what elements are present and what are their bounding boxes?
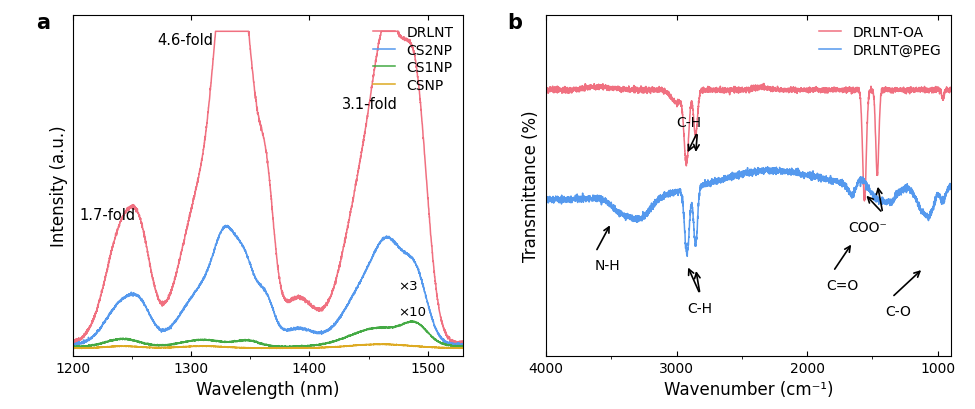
DRLNT bbox=[408, 51, 419, 56]
CS2NP bbox=[135, 297, 146, 301]
Legend: DRLNT, CS2NP, CS1NP, CSNP: DRLNT, CS2NP, CS1NP, CSNP bbox=[370, 23, 456, 95]
Line: DRLNT-OA: DRLNT-OA bbox=[546, 84, 951, 201]
DRLNT@PEG bbox=[710, 178, 722, 183]
DRLNT@PEG bbox=[732, 170, 744, 175]
DRLNT-OA bbox=[758, 82, 769, 87]
X-axis label: Wavelength (nm): Wavelength (nm) bbox=[196, 380, 340, 398]
Text: 4.6-fold: 4.6-fold bbox=[157, 33, 214, 48]
CSNP bbox=[217, 344, 229, 349]
Text: COO⁻: COO⁻ bbox=[848, 220, 887, 234]
CS2NP bbox=[455, 344, 467, 349]
CSNP bbox=[68, 346, 80, 351]
Text: C-H: C-H bbox=[687, 301, 713, 315]
DRLNT@PEG bbox=[835, 180, 846, 185]
CS1NP bbox=[234, 338, 246, 343]
CSNP bbox=[67, 346, 79, 351]
DRLNT-OA bbox=[835, 88, 846, 92]
CSNP bbox=[457, 346, 469, 351]
DRLNT bbox=[457, 341, 469, 346]
Legend: DRLNT-OA, DRLNT@PEG: DRLNT-OA, DRLNT@PEG bbox=[816, 23, 944, 60]
DRLNT-OA bbox=[710, 88, 722, 93]
CS1NP bbox=[408, 319, 419, 324]
Text: ×3: ×3 bbox=[398, 279, 417, 292]
CS1NP bbox=[457, 344, 469, 349]
CSNP bbox=[408, 344, 419, 349]
CS2NP bbox=[216, 227, 228, 232]
CSNP bbox=[234, 346, 246, 351]
DRLNT bbox=[217, 30, 229, 35]
DRLNT bbox=[135, 219, 146, 224]
Text: C-H: C-H bbox=[677, 116, 701, 130]
CS2NP bbox=[219, 223, 231, 228]
DRLNT bbox=[67, 338, 79, 343]
CS1NP bbox=[449, 344, 461, 349]
CS1NP bbox=[112, 337, 124, 342]
Y-axis label: Transmittance (%): Transmittance (%) bbox=[523, 110, 540, 262]
DRLNT@PEG bbox=[714, 178, 725, 183]
DRLNT bbox=[449, 341, 461, 346]
Text: b: b bbox=[508, 13, 523, 33]
Line: CSNP: CSNP bbox=[73, 344, 463, 348]
DRLNT-OA bbox=[945, 88, 956, 93]
Text: N-H: N-H bbox=[595, 259, 620, 273]
DRLNT@PEG bbox=[682, 254, 693, 259]
DRLNT bbox=[112, 228, 124, 233]
CSNP bbox=[449, 346, 461, 351]
CS2NP bbox=[112, 301, 124, 306]
DRLNT-OA bbox=[913, 88, 924, 93]
Text: 3.1-fold: 3.1-fold bbox=[342, 97, 398, 112]
CS2NP bbox=[408, 258, 419, 263]
DRLNT bbox=[455, 343, 467, 348]
DRLNT@PEG bbox=[932, 191, 944, 196]
CS1NP bbox=[67, 344, 79, 348]
CSNP bbox=[135, 345, 146, 350]
X-axis label: Wavenumber (cm⁻¹): Wavenumber (cm⁻¹) bbox=[664, 380, 833, 398]
Line: DRLNT@PEG: DRLNT@PEG bbox=[546, 168, 951, 257]
Text: C=O: C=O bbox=[827, 278, 859, 292]
DRLNT-OA bbox=[540, 87, 552, 92]
CS1NP bbox=[406, 319, 417, 324]
DRLNT@PEG bbox=[761, 165, 773, 170]
CS2NP bbox=[234, 238, 246, 243]
Text: C-O: C-O bbox=[885, 304, 912, 318]
Text: ×10: ×10 bbox=[398, 305, 426, 318]
CS2NP bbox=[457, 342, 469, 347]
CS1NP bbox=[135, 340, 146, 345]
CS1NP bbox=[69, 345, 81, 350]
CS2NP bbox=[67, 341, 79, 346]
DRLNT-OA bbox=[732, 85, 744, 90]
DRLNT-OA bbox=[859, 199, 871, 204]
Y-axis label: Intensity (a.u.): Intensity (a.u.) bbox=[50, 126, 67, 247]
DRLNT bbox=[234, 30, 246, 35]
DRLNT@PEG bbox=[540, 201, 552, 206]
Line: DRLNT: DRLNT bbox=[73, 32, 463, 345]
CSNP bbox=[112, 344, 124, 349]
DRLNT-OA bbox=[714, 88, 725, 93]
CS2NP bbox=[449, 342, 461, 347]
DRLNT bbox=[210, 30, 221, 35]
Line: CS1NP: CS1NP bbox=[73, 321, 463, 348]
CS1NP bbox=[217, 339, 229, 344]
Text: 1.7-fold: 1.7-fold bbox=[79, 208, 136, 222]
DRLNT@PEG bbox=[945, 186, 956, 191]
DRLNT@PEG bbox=[913, 202, 924, 207]
DRLNT-OA bbox=[932, 88, 944, 92]
Line: CS2NP: CS2NP bbox=[73, 226, 463, 346]
Text: a: a bbox=[36, 13, 50, 33]
CSNP bbox=[378, 342, 390, 346]
